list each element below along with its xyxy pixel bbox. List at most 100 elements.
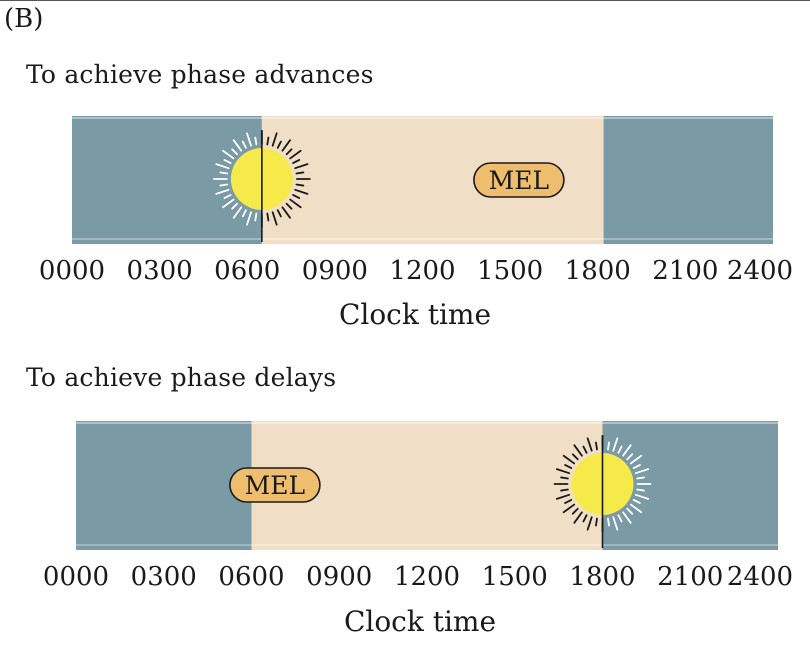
sun-ray — [629, 454, 643, 465]
sun-ray — [276, 209, 282, 218]
tick-label: 1500 — [477, 256, 544, 286]
tick-label: 1200 — [389, 256, 456, 286]
sun-ray — [629, 503, 643, 514]
sun-ray — [223, 159, 232, 165]
tick-label: 0000 — [38, 256, 106, 286]
sun-ray — [634, 493, 650, 500]
tick-label: 0600 — [214, 256, 281, 286]
sun-ray — [285, 202, 293, 210]
sun-ray — [219, 171, 229, 175]
tick-label: 1800 — [569, 562, 636, 592]
sun-ray — [254, 212, 258, 222]
tick-label: 1500 — [481, 562, 548, 592]
sun-ray — [215, 188, 230, 195]
sun-ray — [266, 212, 270, 222]
mel-label: MEL — [489, 166, 549, 195]
sun-ray — [571, 453, 579, 461]
tick-label: 0900 — [306, 562, 373, 592]
sun-ray — [555, 493, 571, 500]
sun-ray — [292, 159, 301, 165]
sun-ray — [254, 136, 258, 146]
sun-ray — [636, 488, 645, 492]
sun-ray — [285, 148, 293, 156]
tick-label: 0300 — [130, 562, 197, 592]
sun-ray — [582, 514, 588, 523]
sun-ray — [607, 441, 610, 451]
sun-ray — [632, 464, 641, 470]
sun-ray — [586, 437, 593, 452]
sun-ray — [294, 163, 309, 170]
x-axis-label-delays: Clock time — [343, 605, 497, 638]
tick-label: 1200 — [393, 562, 461, 592]
sun-ray — [573, 444, 583, 457]
sun-ray — [582, 445, 588, 454]
sun-ray — [560, 476, 569, 480]
sun-ray — [636, 476, 645, 480]
sun-ray — [271, 132, 278, 147]
night-band-evening — [603, 116, 773, 244]
sun-ray — [562, 503, 576, 514]
sun-ray — [289, 149, 302, 160]
top-rule — [0, 0, 810, 1]
sun-ray — [632, 498, 641, 504]
panel-title-advances: To achieve phase advances — [26, 60, 374, 89]
tick-label: 0000 — [42, 562, 110, 592]
sun-ray — [219, 183, 229, 187]
tick-label: 2100 — [657, 562, 724, 592]
panel-label: (B) — [4, 4, 44, 34]
sun-ray — [612, 516, 619, 531]
sun-ray — [564, 464, 573, 470]
sun-ray — [562, 454, 576, 465]
tick-label: 2400 — [726, 256, 794, 286]
sun-ray — [222, 149, 235, 160]
sun-ray — [607, 517, 610, 527]
sun-ray — [271, 211, 278, 226]
sun-ray — [295, 171, 305, 175]
sun-ray — [281, 206, 291, 219]
mel-label: MEL — [245, 471, 305, 500]
mel-pill — [229, 467, 321, 503]
sun-ray — [215, 163, 230, 170]
panel-title-delays: To achieve phase delays — [26, 363, 337, 392]
sun-ray — [617, 445, 623, 454]
sun-ray — [564, 498, 573, 504]
sun-ray — [231, 202, 239, 210]
tick-label: 2100 — [652, 256, 719, 286]
sun-ray — [612, 437, 619, 452]
tick-label: 0900 — [301, 256, 368, 286]
sun-ray — [246, 132, 252, 147]
mel-pill — [473, 162, 565, 198]
sun-ray — [622, 444, 632, 457]
sun-ray — [595, 441, 598, 451]
sun-ray — [246, 211, 252, 226]
sun-ray — [222, 198, 235, 209]
sun-ray — [595, 517, 598, 527]
sun-ray — [231, 148, 239, 156]
night-band-morning — [72, 116, 262, 244]
sun-ray — [634, 468, 650, 475]
sun-ray — [292, 193, 301, 199]
night-band-morning — [76, 421, 252, 550]
sun-ray — [281, 139, 291, 152]
sun-ray — [276, 140, 282, 149]
tick-label: 0300 — [126, 256, 193, 286]
sun-ray — [617, 514, 623, 523]
sun-ray — [294, 188, 309, 195]
sun-ray — [295, 183, 305, 187]
sun-ray — [622, 511, 632, 524]
sun-ray — [241, 140, 247, 149]
sun-ray — [232, 206, 243, 219]
tick-label: 2400 — [726, 562, 794, 592]
sun-ray — [626, 507, 634, 515]
sun-ray — [571, 507, 579, 515]
tick-label: 0600 — [218, 562, 285, 592]
sun-ray — [223, 193, 232, 199]
x-axis-label-advances: Clock time — [338, 298, 492, 331]
sun-ray — [266, 136, 270, 146]
sun-ray — [560, 488, 569, 492]
sun-ray — [241, 209, 247, 218]
sun-ray — [289, 198, 302, 209]
sun-ray — [555, 468, 571, 475]
sun-ray — [573, 511, 583, 524]
